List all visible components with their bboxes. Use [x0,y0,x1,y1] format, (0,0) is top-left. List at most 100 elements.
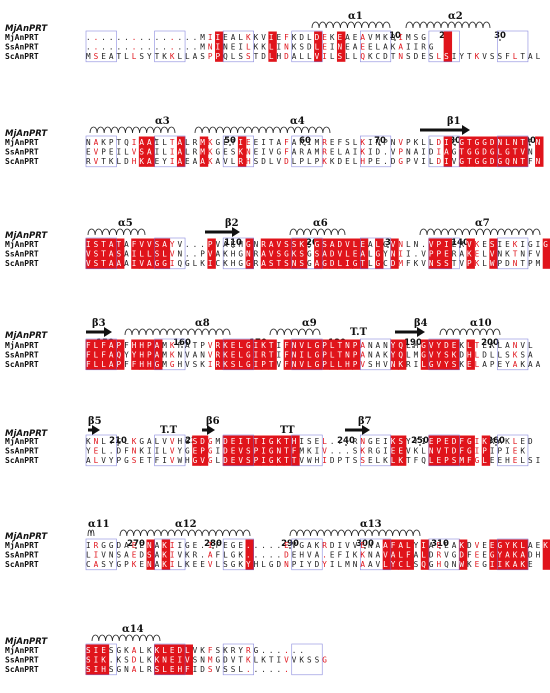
secondary-structure-helix: α11 [87,519,110,537]
similarity-frame [360,30,392,63]
conserved-column [222,339,232,370]
secondary-structure-label: α5 [118,218,133,229]
conserved-column [436,339,445,370]
conserved-column [283,339,293,370]
conserved-column [382,539,392,570]
secondary-structure-label: α13 [360,519,382,530]
similarity-frame [291,237,323,270]
conserved-column [138,339,148,370]
conserved-column [481,136,491,167]
conserved-column [336,31,346,62]
conserved-column [458,435,468,466]
sequence-name: ScAnPRT [5,360,39,369]
secondary-structure-helix: α14 [91,624,161,642]
similarity-frame [85,237,117,270]
conserved-column [390,539,399,570]
sequence-name: ScAnPRT [5,52,39,61]
residue-number: 260 [487,436,505,446]
conserved-column [466,339,475,370]
secondary-structure-label: β1 [447,116,461,127]
conserved-column [519,539,529,570]
alignment-block: MjAnPRTα5β2α6α7100110120130140MjAnPRTIST… [5,218,550,270]
conserved-column [268,238,277,269]
sequence-name: MjAnPRT [5,340,39,350]
alignment-block: MjAnPRTα3α4β1405060708090MjAnPRTNAKPTQIA… [5,116,544,168]
conserved-column [352,238,361,269]
residue-number: 60 [299,136,311,146]
conserved-column [108,238,117,269]
residue-number: 250 [411,436,429,446]
secondary-structure-helix: α13 [289,519,421,537]
sequence-name: ScAnPRT [5,259,39,268]
conserved-column [321,238,331,269]
sequence-name: SsAnPRT [5,250,39,259]
secondary-structure-label: α14 [122,624,144,635]
residue-number: 200 [481,338,499,348]
secondary-structure-helix: α6 [289,218,346,236]
conserved-column [496,136,506,167]
residue-number: 140 [451,238,469,248]
secondary-structure-helix: α3 [89,116,176,134]
conserved-column [237,136,247,167]
similarity-frame [85,135,117,168]
conserved-column [314,339,323,370]
secondary-structure-strand: β2 [205,218,240,237]
similarity-frame [497,237,529,270]
conserved-column [245,339,254,370]
similarity-frame [428,338,460,371]
similarity-frame [360,434,392,467]
secondary-structure-strand: β6 [202,416,220,435]
conserved-column [199,136,209,167]
conserved-column [443,31,453,62]
residue-number: 280 [204,539,222,549]
conserved-column [466,435,475,466]
residue-number: 310 [431,539,449,549]
alignment-block: MjAnPRTβ3α8α9T.Tβ4α10150160170180190200M… [5,318,541,371]
similarity-frame [428,538,460,571]
conserved-column [154,644,163,675]
conserved-column [169,644,178,675]
residue-number: 300 [356,539,374,549]
conserved-column [260,339,270,370]
similarity-frame [291,135,323,168]
secondary-structure-helix: α5 [87,218,146,236]
sequence-name: SsAnPRT [5,656,39,665]
conserved-column [161,238,171,269]
similarity-frame [154,643,186,676]
residue-number: 130 [379,238,397,248]
sequence-name: SsAnPRT [5,447,39,456]
sequence-name: MjAnPRT [5,239,39,249]
secondary-structure-label: β2 [225,218,239,229]
block-header-label: MjAnPRT [5,129,48,139]
conserved-column [93,339,102,370]
conserved-column [321,339,331,370]
conserved-column [314,31,323,62]
secondary-structure-turn: T.T [160,425,178,436]
conserved-column [245,238,254,269]
conserved-column [344,339,353,370]
similarity-frame [360,135,392,168]
similarity-frame [85,643,117,676]
secondary-structure-label: β7 [358,416,372,427]
conserved-column [85,339,94,370]
conserved-column [489,539,498,570]
conserved-column [336,339,346,370]
residue-number: 90 [524,136,536,146]
conserved-column [466,136,475,167]
similarity-frame [222,434,254,467]
block-header-label: MjAnPRT [5,331,48,341]
conserved-column [397,539,407,570]
conserved-column [237,339,247,370]
conserved-column [329,339,338,370]
block-header-label: MjAnPRT [5,532,48,542]
conserved-column [237,435,247,466]
secondary-structure-turn: T.T [350,327,368,338]
secondary-structure-helix: α10 [439,318,501,336]
similarity-frame [154,434,186,467]
